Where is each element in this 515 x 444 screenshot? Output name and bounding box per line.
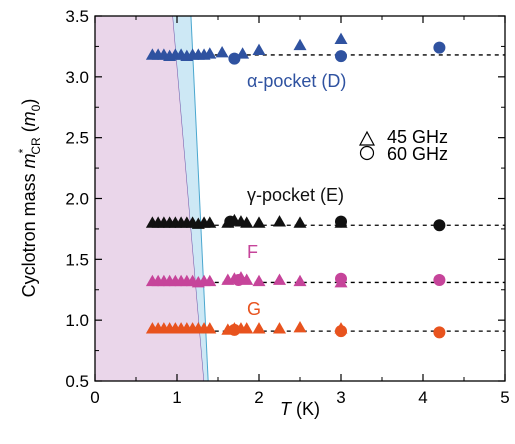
x-tick-label-5: 5 — [500, 388, 509, 407]
x-tick-label-2: 2 — [254, 388, 263, 407]
point-g-45ghz-15 — [252, 322, 266, 334]
y-tick-label-4: 2.5 — [65, 129, 89, 148]
legend-label-60ghz: 60 GHz — [387, 144, 448, 164]
point-g-45ghz-17 — [293, 320, 307, 333]
gamma-pocket-label: γ-pocket (E) — [247, 185, 344, 205]
legend-triangle-icon — [358, 130, 376, 146]
x-tick-label-0: 0 — [90, 388, 99, 407]
point-gamma-45ghz-14 — [240, 216, 254, 228]
point-gamma-60ghz-0 — [224, 215, 237, 228]
shaded-region-0 — [95, 16, 205, 381]
point-f-45ghz-17 — [293, 274, 307, 287]
legend-label-45ghz: 45 GHz — [387, 127, 448, 147]
point-alpha-60ghz-0 — [228, 52, 241, 65]
point-alpha-60ghz-2 — [433, 41, 446, 54]
point-alpha-45ghz-14 — [293, 38, 307, 51]
y-tick-label-6: 3.5 — [65, 7, 89, 26]
point-g-45ghz-14 — [240, 322, 254, 334]
y-axis-title: Cyclotron mass m*CR (m0) — [16, 99, 43, 298]
point-g-45ghz-16 — [273, 322, 286, 334]
point-g-45ghz-10 — [203, 322, 217, 334]
f-label: F — [247, 242, 258, 262]
temperature-shading — [95, 15, 209, 382]
x-tick-label-1: 1 — [172, 388, 181, 407]
point-gamma-45ghz-10 — [203, 216, 217, 228]
point-f-60ghz-0 — [232, 274, 245, 287]
point-alpha-45ghz-13 — [252, 43, 266, 55]
x-tick-label-3: 3 — [336, 388, 345, 407]
point-f-45ghz-16 — [273, 273, 286, 285]
shaded-boundary-1 — [190, 15, 209, 382]
point-f-60ghz-2 — [433, 274, 446, 287]
point-g-60ghz-1 — [335, 325, 347, 338]
y-tick-label-5: 3.0 — [65, 68, 89, 87]
y-tick-label-0: 0.5 — [65, 372, 89, 391]
x-tick-label-4: 4 — [418, 388, 427, 407]
point-g-60ghz-0 — [228, 323, 241, 336]
point-alpha-60ghz-1 — [335, 50, 347, 63]
x-axis-symbol: T — [280, 399, 293, 419]
point-f-45ghz-10 — [203, 274, 217, 287]
point-f-60ghz-1 — [335, 272, 347, 285]
point-alpha-45ghz-10 — [203, 47, 217, 59]
legend: 45 GHz 60 GHz — [358, 127, 448, 164]
point-gamma-60ghz-1 — [335, 215, 347, 228]
legend-circle-icon — [359, 145, 375, 161]
g-label: G — [247, 299, 261, 319]
alpha-pocket-label: α-pocket (D) — [247, 71, 346, 91]
point-alpha-45ghz-11 — [215, 46, 229, 58]
point-gamma-45ghz-17 — [293, 216, 307, 228]
y-tick-label-3: 2.0 — [65, 190, 89, 209]
point-g-60ghz-2 — [433, 326, 446, 339]
axis-ticks: 0 1 2 3 4 5 0.5 1.0 1.5 2.0 2.5 3.0 3.5 — [65, 7, 509, 407]
x-axis-unit: (K) — [291, 399, 320, 419]
y-tick-label-1: 1.0 — [65, 311, 89, 330]
data-markers — [145, 32, 446, 339]
y-tick-label-2: 1.5 — [65, 250, 89, 269]
point-alpha-45ghz-15 — [334, 32, 348, 44]
point-gamma-45ghz-16 — [273, 215, 286, 227]
shaded-region-1 — [172, 16, 209, 381]
point-gamma-45ghz-15 — [252, 216, 266, 228]
point-f-45ghz-15 — [252, 274, 266, 287]
point-gamma-60ghz-2 — [433, 219, 446, 232]
x-axis-title: T (K) — [280, 399, 320, 419]
